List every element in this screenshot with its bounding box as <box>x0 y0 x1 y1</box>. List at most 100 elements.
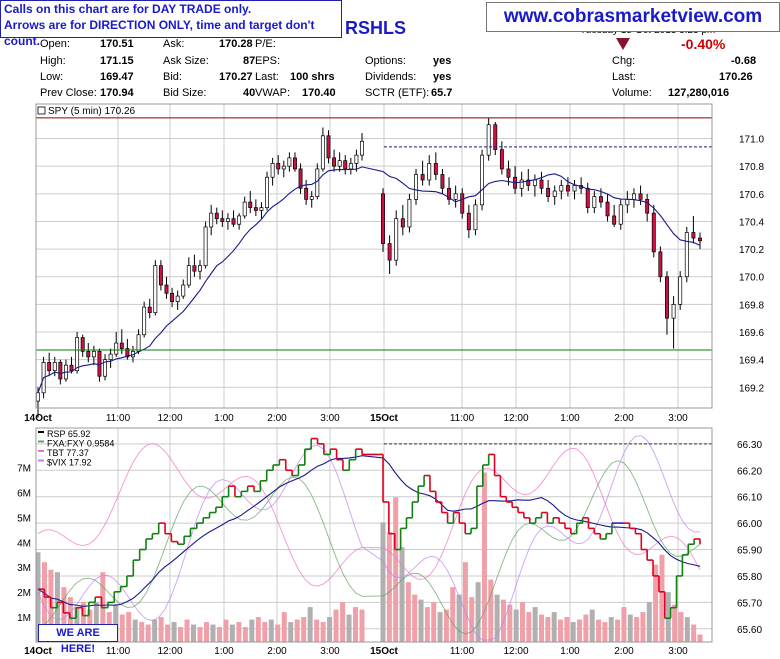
volume-bars <box>35 472 703 642</box>
volume-bar <box>672 604 678 642</box>
volume-bar <box>203 622 209 642</box>
candle-body <box>480 154 485 206</box>
volume-bar <box>191 624 197 642</box>
candle-body <box>58 362 63 380</box>
candle-body <box>460 193 465 214</box>
volume-bar <box>646 602 652 642</box>
volume-tick-label: 6M <box>17 488 31 499</box>
candle-body <box>270 163 275 178</box>
time-label: 11:00 <box>106 646 131 657</box>
volume-bar <box>621 607 627 642</box>
prev-close-label: Prev Close: <box>40 87 97 99</box>
candle-body <box>427 163 432 181</box>
candle-body <box>360 140 364 156</box>
volume-bar <box>583 614 589 642</box>
volume-bar <box>640 612 646 642</box>
volume-bar <box>126 612 132 642</box>
volume-bar <box>314 619 320 642</box>
volume-bar <box>678 612 684 642</box>
volume-bar <box>475 582 481 642</box>
candle-body <box>552 190 557 197</box>
time-label: 1:00 <box>560 413 580 424</box>
indicator-panel-frame <box>35 427 713 643</box>
site-banner[interactable]: www.cobrasmarketview.com <box>486 2 780 32</box>
candle-body <box>605 201 610 217</box>
volume-bar <box>532 607 538 642</box>
legend-entry: TBT 77.37 <box>47 448 89 458</box>
prev-close-value: 170.94 <box>100 87 134 99</box>
rsp-tick-label: 66.00 <box>737 519 762 530</box>
time-label: 12:00 <box>503 646 528 657</box>
candle-body <box>170 292 175 302</box>
legend-swatch <box>38 450 44 452</box>
candle-body <box>618 204 623 225</box>
site-url[interactable]: www.cobrasmarketview.com <box>503 6 763 27</box>
candle-body <box>142 306 147 336</box>
volume-bar <box>281 612 287 642</box>
volume-bar <box>320 622 326 642</box>
legend-entry: RSP 65.92 <box>47 429 90 439</box>
legend-entry: FXA:FXY 0.9584 <box>47 439 114 449</box>
volume-bar <box>165 624 171 642</box>
candle-body <box>198 265 202 272</box>
candle-body <box>164 284 169 294</box>
panel-frames <box>35 103 713 643</box>
candle-body <box>407 198 412 228</box>
chg-label: Chg: <box>612 55 636 67</box>
volume-bar <box>393 497 399 642</box>
candle-body <box>192 265 197 272</box>
volume-bar <box>526 612 532 642</box>
volume-value: 127,280,016 <box>668 87 730 99</box>
volume-bar <box>41 562 47 642</box>
volume-bar <box>519 602 525 642</box>
candle-body <box>658 251 663 278</box>
candle-body <box>453 193 458 200</box>
time-label: 12:00 <box>157 413 182 424</box>
time-label: 2:00 <box>614 413 634 424</box>
time-label: 12:00 <box>503 413 528 424</box>
time-label: 2:00 <box>614 646 634 657</box>
volume-bar <box>80 602 86 642</box>
time-label: 12:00 <box>157 646 182 657</box>
candle-body <box>158 265 163 286</box>
volume-bar <box>653 564 659 642</box>
candle-body <box>298 168 303 189</box>
volume-bar <box>469 597 475 642</box>
candle-body <box>181 284 186 297</box>
time-label: 14Oct <box>24 646 52 657</box>
candle-body <box>326 135 331 159</box>
volume-bar <box>346 614 352 642</box>
high-label: High: <box>40 55 66 67</box>
low-label: Low: <box>40 71 64 83</box>
candle-body <box>559 185 564 192</box>
volume-bar <box>431 602 437 642</box>
candle-body <box>237 215 242 225</box>
rsp-tick-label: 65.70 <box>737 598 762 609</box>
rsp-tick-label: 66.10 <box>737 493 762 504</box>
volume-bar <box>507 604 513 642</box>
volume-bar <box>494 594 500 642</box>
candle-body <box>52 362 57 372</box>
price-tick-label: 171.0 <box>739 135 764 146</box>
candle-body <box>69 364 74 372</box>
volume-bar <box>359 609 365 642</box>
volume-bar <box>171 622 177 642</box>
candle-body <box>414 174 418 200</box>
high-value: 171.15 <box>100 55 134 67</box>
volume-bar <box>691 624 697 642</box>
candle-body <box>47 362 52 372</box>
ma-line <box>37 166 701 393</box>
rsp-tick-label: 65.80 <box>737 572 762 583</box>
candle-body <box>486 124 491 156</box>
options-value: yes <box>433 55 452 67</box>
candle-body <box>293 157 297 170</box>
candle-body <box>519 179 524 189</box>
ask-size-label: Ask Size: <box>163 55 209 67</box>
ask-value: 170.28 <box>219 38 253 50</box>
overlay-lines <box>37 435 701 641</box>
candle-body <box>598 196 603 203</box>
volume-bar <box>327 617 333 642</box>
pe-label: P/E: <box>255 38 276 50</box>
volume-bar <box>564 617 570 642</box>
notice-line-1: Calls on this chart are for DAY TRADE on… <box>4 2 252 16</box>
